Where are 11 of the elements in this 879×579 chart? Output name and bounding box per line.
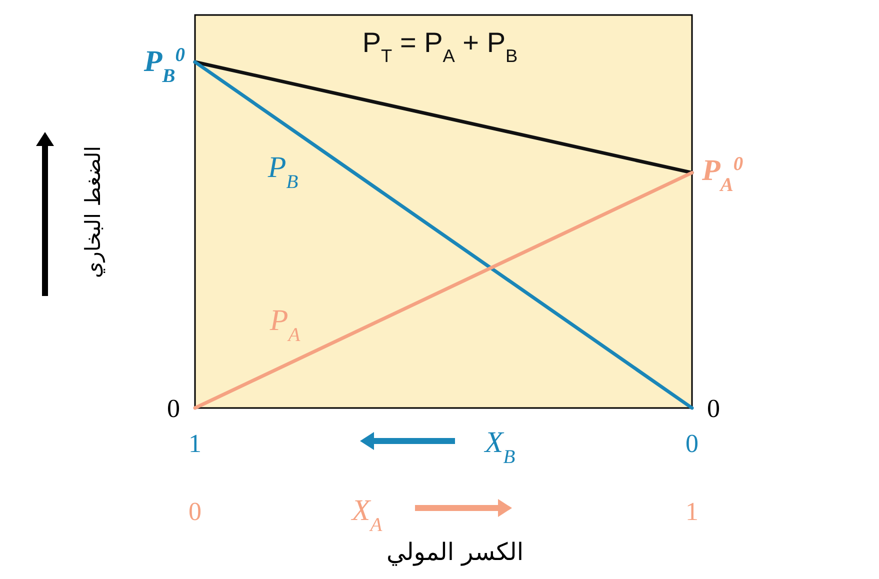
x-axis-title: X$_{A}$: [350, 494, 382, 536]
series-label: P$_{T}$ = P$_{A}$ + P$_{B}$: [362, 27, 518, 66]
y-axis-title: الضغط البخاري: [81, 146, 106, 278]
text: الكسر المولي: [386, 538, 524, 566]
x2-tick-label: 0: [686, 429, 698, 458]
x2-tick-label: 1: [188, 429, 202, 458]
series-label: P$_{A}$: [268, 304, 300, 346]
text: 0: [167, 394, 180, 423]
x2-axis-title: X$_{B}$: [484, 426, 516, 468]
text: 0: [707, 394, 720, 423]
series-label: P$_{B}$: [266, 151, 298, 192]
